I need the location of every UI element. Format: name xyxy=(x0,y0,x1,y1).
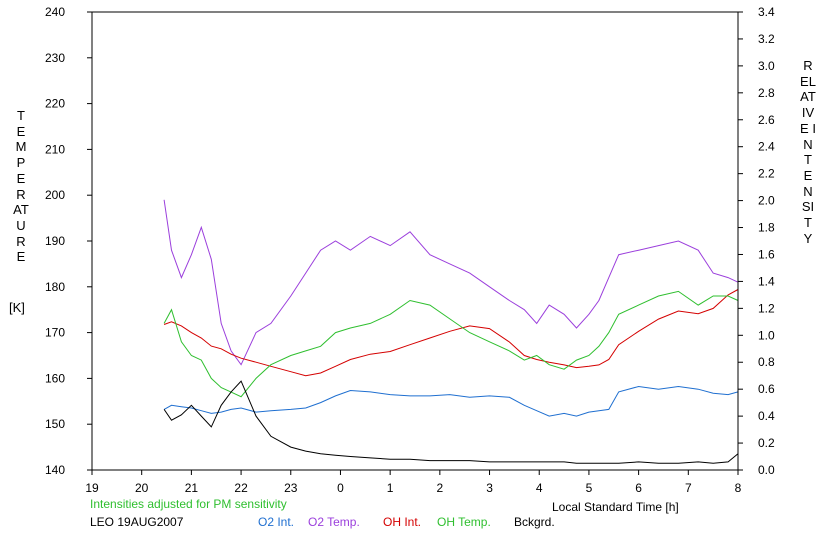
plot-frame xyxy=(91,11,739,471)
right-axis-label: RELATIVE INTENSITY xyxy=(800,58,816,246)
left-axis-label: TEMPERATURE xyxy=(13,108,29,265)
x-tick-label: 7 xyxy=(685,481,692,495)
left-tick-label: 230 xyxy=(45,51,65,65)
x-tick-label: 19 xyxy=(85,481,99,495)
left-tick-label: 180 xyxy=(45,280,65,294)
left-axis-unit: [K] xyxy=(9,300,25,315)
left-y-axis: 140 150 160 170 180 190 200 210 220 230 240 xyxy=(45,5,92,477)
right-tick-label: 3.2 xyxy=(758,32,775,46)
legend-bckgrd: Bckgrd. xyxy=(514,515,555,529)
series-layer xyxy=(163,199,739,464)
series-line-o2-int xyxy=(163,385,739,417)
right-tick-label: 0.4 xyxy=(758,409,775,423)
left-tick-label: 210 xyxy=(45,142,65,156)
left-tick-label: 150 xyxy=(45,417,65,431)
x-tick-label: 6 xyxy=(635,481,642,495)
left-tick-label: 200 xyxy=(45,188,65,202)
x-tick-label: 1 xyxy=(387,481,394,495)
legend-oh-temp: OH Temp. xyxy=(437,515,491,529)
right-tick-label: 0.8 xyxy=(758,355,775,369)
legend-oh-int: OH Int. xyxy=(383,515,422,529)
right-tick-label: 0.2 xyxy=(758,436,775,450)
series-line-oh-temp xyxy=(163,290,739,398)
x-tick-label: 2 xyxy=(437,481,444,495)
x-tick-label: 22 xyxy=(234,481,248,495)
x-tick-label: 5 xyxy=(586,481,593,495)
x-tick-label: 8 xyxy=(735,481,742,495)
right-tick-label: 2.4 xyxy=(758,140,775,154)
right-tick-label: 2.8 xyxy=(758,86,775,100)
right-tick-label: 1.8 xyxy=(758,221,775,235)
legend-o2-temp: O2 Temp. xyxy=(308,515,360,529)
note-text: Intensities adjusted for PM sensitivity xyxy=(90,497,287,511)
x-tick-label: 23 xyxy=(284,481,298,495)
x-tick-label: 4 xyxy=(536,481,543,495)
x-tick-label: 3 xyxy=(486,481,493,495)
x-axis-label: Local Standard Time [h] xyxy=(552,500,679,514)
x-tick-label: 20 xyxy=(135,481,149,495)
x-tick-label: 0 xyxy=(337,481,344,495)
series-line-bckgrd xyxy=(163,380,739,464)
left-tick-label: 160 xyxy=(45,371,65,385)
right-tick-label: 1.2 xyxy=(758,301,775,315)
right-y-axis: 0.0 0.2 0.4 0.6 0.8 1.0 1.2 1.4 1.6 1.8 2.0 2.2 2.4 2… xyxy=(738,5,775,477)
left-tick-label: 220 xyxy=(45,97,65,111)
right-tick-label: 1.0 xyxy=(758,328,775,342)
right-tick-label: 2.2 xyxy=(758,167,775,181)
legend: O2 Int. O2 Temp. OH Int. OH Temp. Bckgrd… xyxy=(0,515,828,531)
series-line-o2-temp xyxy=(163,199,739,366)
right-tick-label: 1.6 xyxy=(758,247,775,261)
x-tick-label: 21 xyxy=(185,481,199,495)
right-tick-label: 3.0 xyxy=(758,59,775,73)
right-tick-label: 0.0 xyxy=(758,463,775,477)
legend-o2-int: O2 Int. xyxy=(258,515,295,529)
right-tick-label: 2.6 xyxy=(758,113,775,127)
x-axis: 19 20 21 22 23 0 1 2 3 4 5 6 7 8 xyxy=(85,470,742,495)
left-tick-label: 170 xyxy=(45,326,65,340)
left-tick-label: 140 xyxy=(45,463,65,477)
right-tick-label: 2.0 xyxy=(758,194,775,208)
right-tick-label: 3.4 xyxy=(758,5,775,19)
left-tick-label: 190 xyxy=(45,234,65,248)
right-tick-label: 1.4 xyxy=(758,274,775,288)
right-tick-label: 0.6 xyxy=(758,382,775,396)
station-label: LEO 19AUG2007 xyxy=(90,515,184,529)
series-line-oh-int xyxy=(163,289,739,377)
left-tick-label: 240 xyxy=(45,5,65,19)
